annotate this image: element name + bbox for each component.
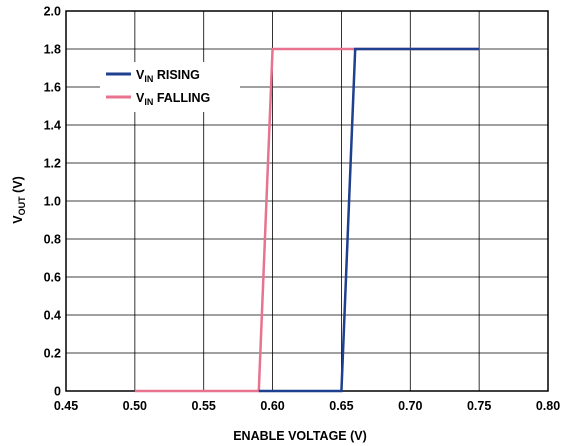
x-tick-label: 0.50	[123, 399, 147, 413]
x-tick-label: 0.75	[467, 399, 491, 413]
y-tick-label: 1.2	[44, 157, 61, 171]
x-tick-label: 0.55	[192, 399, 216, 413]
y-tick-label: 0	[54, 385, 61, 399]
y-tick-label: 0.4	[44, 309, 61, 323]
legend-entry-falling: VIN FALLING	[136, 91, 210, 107]
x-tick-label: 0.80	[536, 399, 560, 413]
y-axis-label-unit: (V)	[11, 176, 25, 196]
y-tick-label: 0.2	[44, 347, 61, 361]
x-tick-label: 0.45	[54, 399, 78, 413]
y-tick-label: 1.6	[44, 81, 61, 95]
legend-entry-rising: VIN RISING	[136, 68, 200, 84]
legend-background	[100, 62, 240, 112]
y-tick-label: 1.4	[44, 119, 61, 133]
series-layer	[134, 47, 480, 393]
y-axis-label: VOUT (V)	[11, 176, 27, 223]
y-tick-labels: 0 0.2 0.4 0.6 0.8 1.0 1.2 1.4 1.6 1.8 2.0	[44, 5, 61, 399]
y-tick-label: 1.8	[44, 43, 61, 57]
series-line-vin-rising	[258, 47, 480, 393]
y-tick-label: 1.0	[44, 195, 61, 209]
x-tick-label: 0.60	[260, 399, 284, 413]
y-tick-label: 0.6	[44, 271, 61, 285]
y-tick-label: 2.0	[44, 5, 61, 19]
x-axis-label: ENABLE VOLTAGE (V)	[233, 429, 367, 443]
x-tick-label: 0.65	[329, 399, 353, 413]
x-tick-labels: 0.45 0.50 0.55 0.60 0.65 0.70 0.75 0.80	[54, 399, 560, 413]
x-tick-label: 0.70	[398, 399, 422, 413]
y-tick-label: 0.8	[44, 233, 61, 247]
legend: VIN RISING VIN FALLING	[100, 62, 240, 112]
y-axis-label-sub: OUT	[17, 196, 27, 216]
y-axis-label-main: V	[11, 215, 25, 224]
